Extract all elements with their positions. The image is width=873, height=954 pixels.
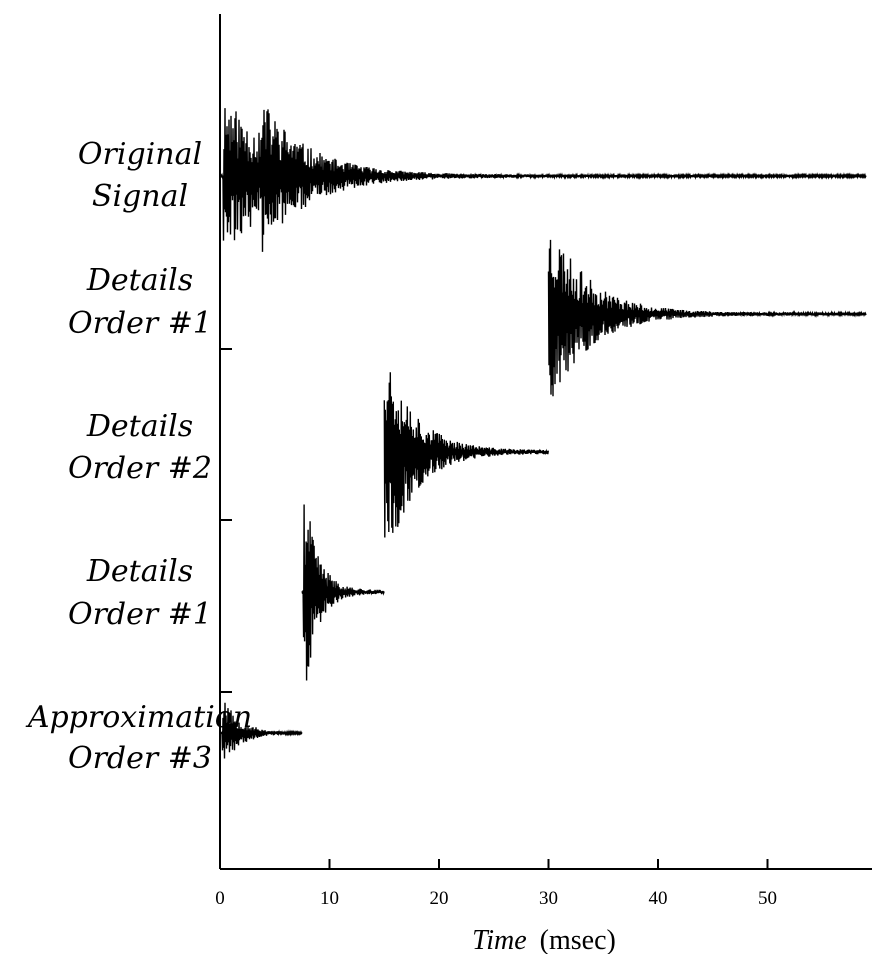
row-label-line: Details bbox=[86, 409, 193, 444]
chart-axes bbox=[219, 14, 872, 870]
x-tick-labels: 0 10 20 30 40 50 bbox=[215, 888, 777, 909]
x-tick-label: 40 bbox=[649, 888, 668, 909]
x-tick-label: 30 bbox=[539, 888, 558, 909]
row-label-line: Original bbox=[78, 137, 202, 172]
signal-traces bbox=[219, 108, 867, 759]
row-label-line: Details bbox=[86, 263, 193, 298]
row-labels: Original Signal Details Order #1 Details Orde… bbox=[25, 137, 252, 776]
signal-trace bbox=[383, 372, 549, 538]
row-label-line: Order #1 bbox=[68, 306, 212, 341]
x-tick-label: 10 bbox=[320, 888, 339, 909]
x-axis-title-unit: (msec) bbox=[540, 925, 616, 954]
signal-trace bbox=[219, 702, 303, 759]
row-label-line: Details bbox=[86, 554, 193, 589]
signal-trace bbox=[547, 239, 867, 397]
x-tick-label: 20 bbox=[430, 888, 449, 909]
x-tick-label: 50 bbox=[758, 888, 777, 909]
signal-trace bbox=[219, 108, 867, 252]
row-label-line: Signal bbox=[92, 179, 188, 214]
row-label-line: Approximation bbox=[25, 700, 252, 735]
signal-trace bbox=[301, 504, 385, 681]
x-axis-title: Time (msec) bbox=[472, 925, 616, 954]
row-label-line: Order #3 bbox=[68, 741, 212, 776]
row-label-line: Order #2 bbox=[68, 451, 212, 486]
x-axis-title-italic: Time bbox=[472, 925, 526, 954]
row-label-line: Order #1 bbox=[68, 597, 212, 632]
x-tick-label: 0 bbox=[215, 888, 225, 909]
